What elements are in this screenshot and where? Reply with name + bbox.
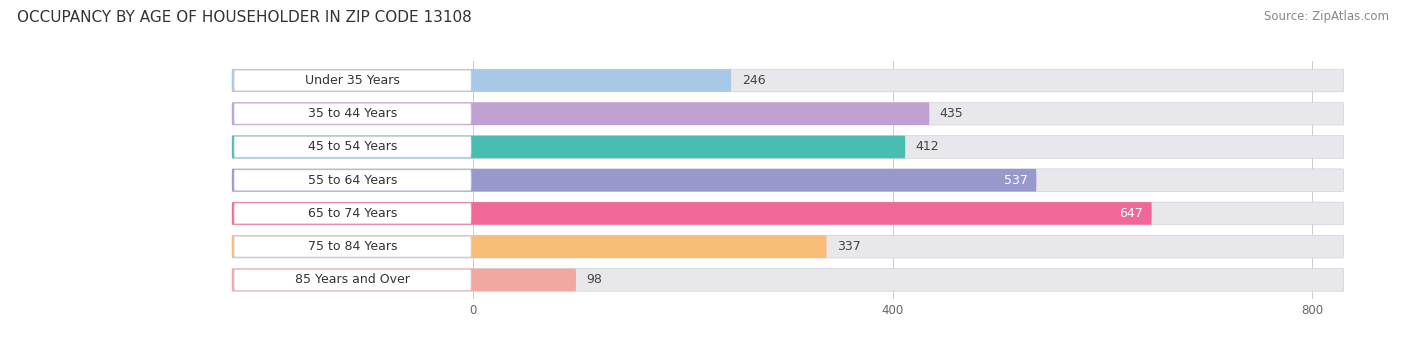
Text: 85 Years and Over: 85 Years and Over: [295, 273, 411, 286]
FancyBboxPatch shape: [232, 136, 1344, 158]
FancyBboxPatch shape: [232, 269, 1344, 291]
Text: Source: ZipAtlas.com: Source: ZipAtlas.com: [1264, 10, 1389, 23]
Text: 45 to 54 Years: 45 to 54 Years: [308, 140, 398, 153]
FancyBboxPatch shape: [232, 69, 1344, 92]
FancyBboxPatch shape: [232, 69, 731, 92]
FancyBboxPatch shape: [232, 102, 1344, 125]
Text: 35 to 44 Years: 35 to 44 Years: [308, 107, 398, 120]
Text: Under 35 Years: Under 35 Years: [305, 74, 401, 87]
FancyBboxPatch shape: [233, 170, 471, 190]
FancyBboxPatch shape: [232, 235, 1344, 258]
Text: OCCUPANCY BY AGE OF HOUSEHOLDER IN ZIP CODE 13108: OCCUPANCY BY AGE OF HOUSEHOLDER IN ZIP C…: [17, 10, 471, 25]
FancyBboxPatch shape: [232, 102, 929, 125]
Text: 537: 537: [1004, 174, 1028, 187]
FancyBboxPatch shape: [233, 103, 471, 124]
FancyBboxPatch shape: [232, 169, 1344, 191]
Text: 55 to 64 Years: 55 to 64 Years: [308, 174, 398, 187]
Text: 647: 647: [1119, 207, 1143, 220]
FancyBboxPatch shape: [232, 202, 1152, 225]
FancyBboxPatch shape: [232, 202, 1344, 225]
FancyBboxPatch shape: [232, 269, 576, 291]
Text: 75 to 84 Years: 75 to 84 Years: [308, 240, 398, 253]
Text: 98: 98: [586, 273, 602, 286]
Text: 337: 337: [837, 240, 860, 253]
FancyBboxPatch shape: [233, 236, 471, 257]
Text: 412: 412: [915, 140, 939, 153]
FancyBboxPatch shape: [233, 70, 471, 91]
FancyBboxPatch shape: [233, 137, 471, 157]
FancyBboxPatch shape: [232, 235, 827, 258]
FancyBboxPatch shape: [232, 169, 1036, 191]
Text: 65 to 74 Years: 65 to 74 Years: [308, 207, 398, 220]
FancyBboxPatch shape: [233, 270, 471, 290]
FancyBboxPatch shape: [233, 203, 471, 224]
Text: 246: 246: [741, 74, 765, 87]
FancyBboxPatch shape: [232, 136, 905, 158]
Text: 435: 435: [939, 107, 963, 120]
